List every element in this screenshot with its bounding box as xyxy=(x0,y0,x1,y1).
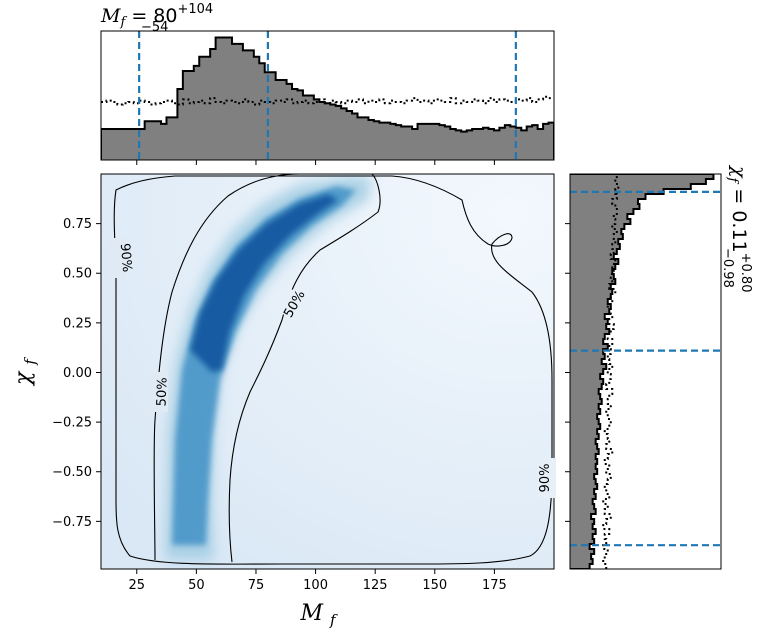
x-tick-label: 50 xyxy=(188,578,205,593)
contour-50 xyxy=(153,174,381,563)
x-tick-label: 150 xyxy=(422,578,447,593)
density-peak xyxy=(190,194,338,372)
x-axis: 25 50 75 100 125 150 175 xyxy=(128,569,507,593)
spin-marginal-frame xyxy=(569,173,722,570)
x-tick-label: 100 xyxy=(303,578,328,593)
y-tick-label: 0.75 xyxy=(63,217,92,232)
contour-label-90-left: 90% xyxy=(117,243,134,273)
x-axis-title: M f xyxy=(299,601,338,629)
y-tick-label: 0.25 xyxy=(63,316,92,331)
spin-summary-title: χf = 0.11+0.80−0.98 xyxy=(720,164,753,292)
y-tick-label: 0.50 xyxy=(63,267,92,282)
x-tick-label: 125 xyxy=(363,578,388,593)
spin-posterior-histogram xyxy=(570,174,715,569)
mass-posterior-histogram-fill xyxy=(101,37,554,160)
joint-density-panel: 90% 50% 50% 90% 25 50 75 100 125 150 175 0.750… xyxy=(11,173,556,629)
mass-summary-title: Mf = 80+104 −54 xyxy=(100,2,213,35)
density-core xyxy=(172,186,356,545)
contour-label-50-left: 50% xyxy=(155,377,171,406)
mass-marginal-panel: Mf = 80+104 −54 xyxy=(100,2,555,165)
y-axis-title: χ f xyxy=(11,357,39,387)
contour-label-90-right: 90% xyxy=(538,464,553,493)
spin-posterior-histogram-fill xyxy=(570,174,714,569)
y-tick-label: −0.25 xyxy=(52,416,92,431)
x-tick-label: 25 xyxy=(128,578,145,593)
x-tick-label: 175 xyxy=(482,578,507,593)
y-tick-label: −0.75 xyxy=(52,515,92,530)
spin-marginal-panel: χf = 0.11+0.80−0.98 xyxy=(565,164,753,570)
density-halo xyxy=(165,176,372,560)
joint-panel-frame xyxy=(100,173,555,570)
mass-posterior-histogram xyxy=(101,36,554,160)
y-axis: 0.75 0.50 0.25 0.00 −0.25 −0.50 −0.75 xyxy=(52,217,101,530)
y-tick-label: −0.50 xyxy=(52,465,92,480)
contour-90 xyxy=(113,175,553,565)
x-tick-label: 75 xyxy=(248,578,265,593)
spin-prior-histogram xyxy=(602,174,620,569)
contour-label-group: 90% 50% 50% 90% xyxy=(108,238,556,498)
mass-marginal-frame xyxy=(100,30,555,161)
y-tick-label: 0.00 xyxy=(63,366,92,381)
